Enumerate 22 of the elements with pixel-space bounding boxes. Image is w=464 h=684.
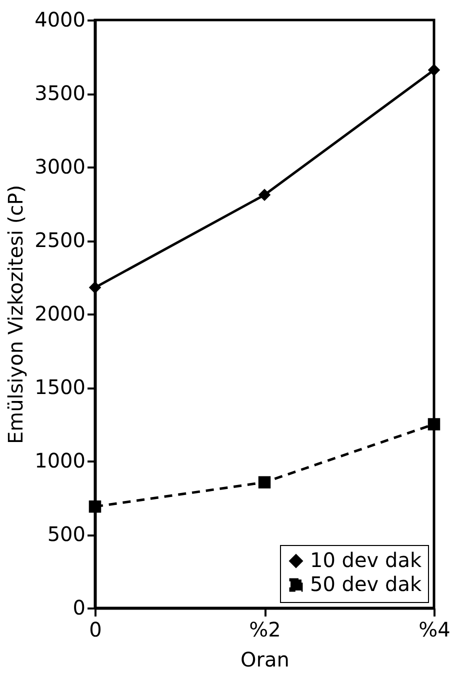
point: [88, 281, 102, 294]
y-tick-label: 3000: [34, 154, 86, 178]
point: [88, 500, 102, 513]
point: [428, 64, 440, 76]
y-tick-label: 4000: [34, 8, 86, 32]
y-tick-label: 2000: [34, 302, 86, 326]
x-tick-label: %4: [418, 618, 450, 642]
y-tick-label: 2500: [34, 228, 86, 252]
legend-label: 50 dev dak: [310, 572, 422, 596]
x-tick-label: 0: [89, 618, 102, 642]
point: [428, 418, 440, 430]
y-tick-label: 500: [47, 522, 86, 546]
x-axis-title: Oran: [240, 648, 290, 672]
y-tick-label: 3500: [34, 81, 86, 105]
y-tick-label: 0: [72, 596, 86, 620]
y-tick-label: 1000: [34, 448, 86, 472]
point: [258, 188, 271, 202]
legend-label: 10 dev dak: [310, 548, 422, 572]
y-tick-label: 1500: [34, 375, 86, 399]
x-tick-label: %2: [249, 618, 281, 642]
point: [258, 476, 271, 488]
y-axis-title: Emülsiyon Vizkozitesi (cP): [4, 184, 28, 444]
